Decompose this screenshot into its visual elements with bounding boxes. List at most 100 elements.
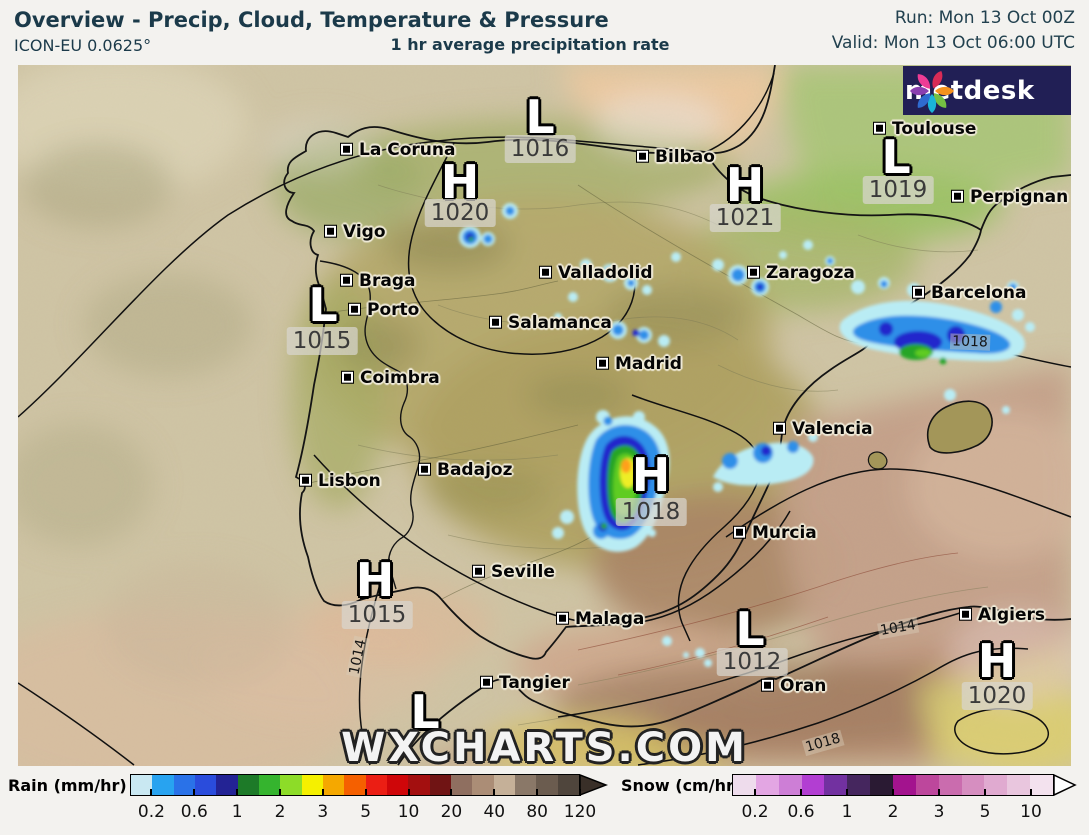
city-square-icon xyxy=(539,265,552,279)
colorbar-tick-label: 40 xyxy=(483,802,506,822)
city-marker: Algiers xyxy=(959,604,1045,624)
pressure-letter: H xyxy=(355,553,395,607)
pressure-value: 1012 xyxy=(716,648,788,676)
city-label: Valencia xyxy=(792,418,873,439)
city-label: Bilbao xyxy=(655,146,715,167)
colorbar-segment xyxy=(322,775,345,795)
pressure-letter: L xyxy=(735,602,765,656)
rain-colorbar-arrow xyxy=(580,774,608,796)
city-marker: Valencia xyxy=(773,418,873,439)
colorbar-segment xyxy=(915,775,939,795)
city-label: Valladolid xyxy=(558,262,653,283)
colorbar-segment xyxy=(870,775,894,795)
colorbar-segment xyxy=(755,775,779,795)
colorbar-tick-label: 0.6 xyxy=(787,802,815,822)
colorbar-tick-label: 20 xyxy=(440,802,463,822)
city-marker: Braga xyxy=(340,270,416,291)
header: Overview - Precip, Cloud, Temperature & … xyxy=(0,0,1089,65)
city-label: Malaga xyxy=(575,608,645,629)
rain-colorbar xyxy=(130,774,580,796)
city-square-icon xyxy=(489,315,502,329)
colorbar-tick-label: 2 xyxy=(274,802,286,822)
city-label: Vigo xyxy=(343,221,386,242)
city-marker: Murcia xyxy=(733,522,817,543)
city-label: Murcia xyxy=(752,522,817,543)
city-label: Toulouse xyxy=(892,118,977,139)
city-marker: Lisbon xyxy=(299,470,381,490)
colorbar-segment xyxy=(365,775,387,795)
city-label: Porto xyxy=(367,299,420,320)
city-marker: Coimbra xyxy=(341,367,440,387)
colorbar-tick-label: 5 xyxy=(360,802,372,822)
colorbar-tick-label: 0.6 xyxy=(180,802,208,822)
colorbar-tick xyxy=(364,789,367,796)
colorbar-tick-label: 1 xyxy=(231,802,243,822)
rain-legend-label: Rain (mm/hr) xyxy=(8,776,127,795)
city-marker: La Coruna xyxy=(340,139,455,159)
pressure-value: 1020 xyxy=(961,682,1033,710)
colorbar-segment xyxy=(472,775,494,795)
pressure-value: 1015 xyxy=(341,601,413,629)
city-square-icon xyxy=(556,611,569,625)
colorbar-segment xyxy=(280,775,302,795)
colorbar-tick-label: 80 xyxy=(526,802,548,822)
pressure-letter: H xyxy=(977,634,1017,688)
city-marker: Zaragoza xyxy=(747,262,855,283)
terrain-noise xyxy=(18,65,1071,766)
city-square-icon xyxy=(747,265,760,279)
colorbar-segment xyxy=(938,775,962,795)
city-marker: Tangier xyxy=(480,672,570,693)
valid-time: Valid: Mon 13 Oct 06:00 UTC xyxy=(831,33,1075,53)
colorbar-segment xyxy=(152,775,174,795)
pressure-value: 1016 xyxy=(504,135,576,163)
city-marker: Barcelona xyxy=(912,282,1027,302)
colorbar-segment xyxy=(173,775,195,795)
city-marker: Seville xyxy=(472,561,555,581)
metdesk-logo: metdesk xyxy=(903,66,1071,115)
colorbar-segment xyxy=(847,775,871,795)
colorbar-segment xyxy=(824,775,848,795)
colorbar-segment xyxy=(1030,775,1054,795)
city-marker: Badajoz xyxy=(418,459,513,480)
colorbar-tick xyxy=(984,789,986,796)
pressure-letter: L xyxy=(881,130,911,184)
city-marker: Bilbao xyxy=(636,146,715,167)
city-label: Oran xyxy=(780,675,827,696)
colorbar-segment xyxy=(801,775,825,795)
colorbar-tick xyxy=(193,789,196,796)
colorbar-segment xyxy=(216,775,238,795)
colorbar-tick xyxy=(493,789,496,796)
city-square-icon xyxy=(596,356,609,370)
city-marker: Salamanca xyxy=(489,312,612,332)
city-square-icon xyxy=(951,189,964,203)
colorbar-tick xyxy=(150,789,153,796)
city-label: Braga xyxy=(359,270,416,291)
city-square-icon xyxy=(480,675,493,689)
colorbar-segment xyxy=(194,775,217,795)
colorbar-segment xyxy=(344,775,366,795)
city-square-icon xyxy=(472,564,485,578)
colorbar-tick xyxy=(321,789,324,796)
pressure-letter: L xyxy=(308,278,338,332)
city-label: Badajoz xyxy=(437,459,513,480)
city-marker: Madrid xyxy=(596,353,682,373)
colorbar-segment xyxy=(386,775,409,795)
city-marker: Porto xyxy=(348,299,420,320)
colorbar-tick-label: 3 xyxy=(933,802,945,822)
colorbar-tick xyxy=(754,789,756,796)
colorbar-tick xyxy=(579,789,581,796)
city-label: Zaragoza xyxy=(766,262,855,283)
snow-legend-label: Snow (cm/hr) xyxy=(621,776,742,795)
colorbar-tick xyxy=(938,789,940,796)
colorbar-tick-label: 120 xyxy=(563,802,597,822)
colorbar-tick xyxy=(892,789,894,796)
pressure-value: 1019 xyxy=(862,176,934,204)
colorbar-segment xyxy=(961,775,985,795)
city-square-icon xyxy=(341,370,354,384)
pressure-letter: L xyxy=(410,685,440,739)
colorbar-tick-label: 3 xyxy=(317,802,329,822)
colorbar-tick-label: 10 xyxy=(397,802,420,822)
city-label: Tangier xyxy=(499,672,570,693)
city-label: Perpignan xyxy=(970,186,1069,207)
